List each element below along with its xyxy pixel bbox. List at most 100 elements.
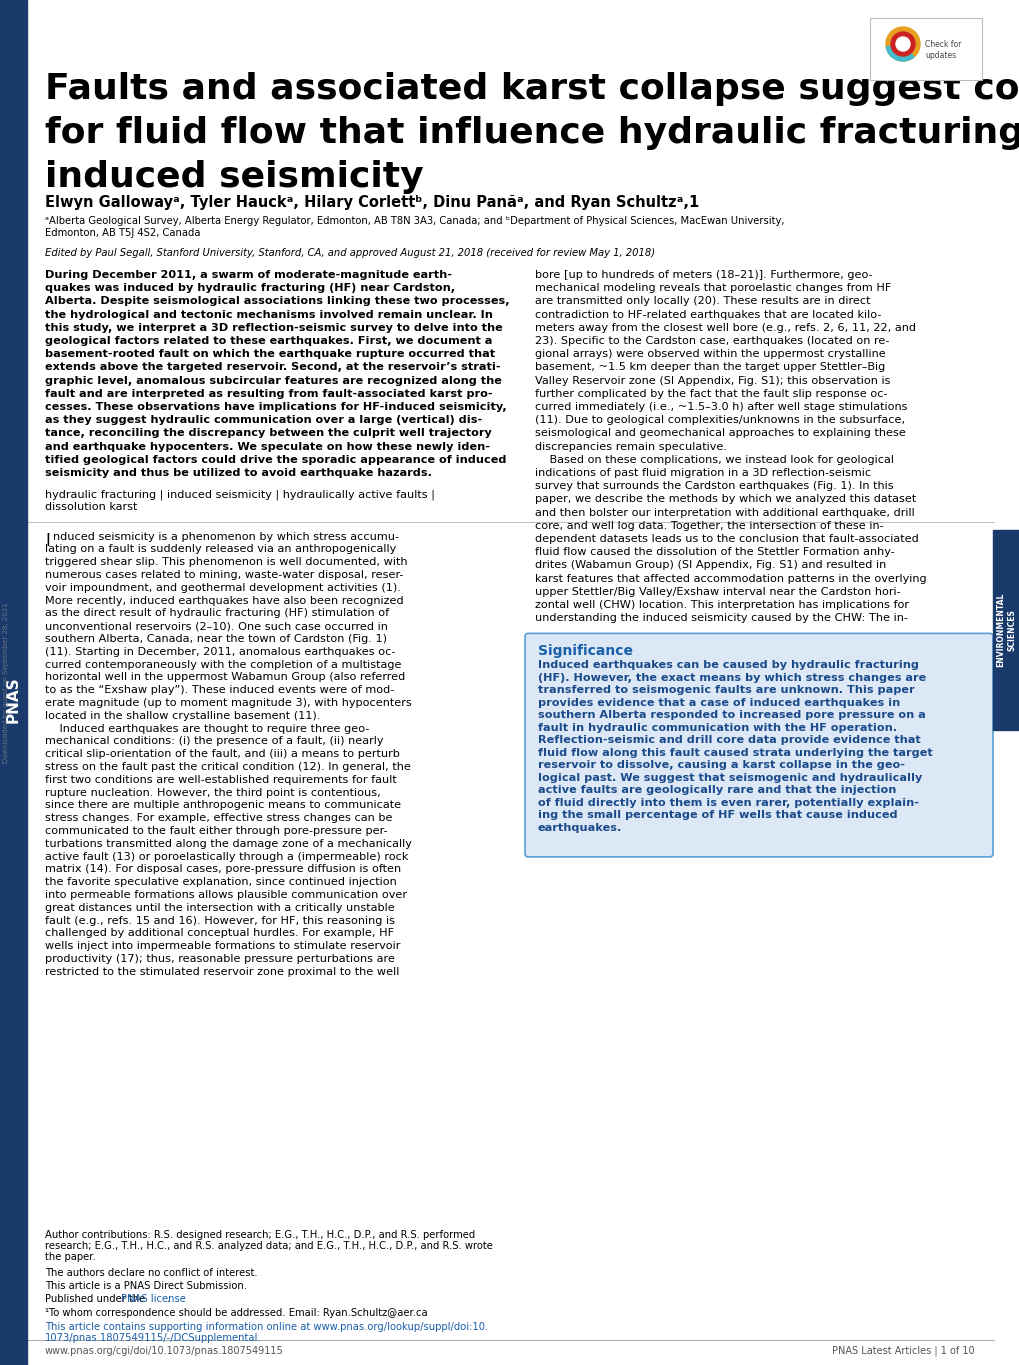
Text: (11). Due to geological complexities/unknowns in the subsurface,: (11). Due to geological complexities/unk… xyxy=(535,415,904,426)
Text: ENVIRONMENTAL
SCIENCES: ENVIRONMENTAL SCIENCES xyxy=(995,592,1015,667)
Text: Reflection-seismic and drill core data provide evidence that: Reflection-seismic and drill core data p… xyxy=(537,736,920,745)
Text: southern Alberta, Canada, near the town of Cardston (Fig. 1): southern Alberta, Canada, near the town … xyxy=(45,633,386,644)
Text: tified geological factors could drive the sporadic appearance of induced: tified geological factors could drive th… xyxy=(45,455,506,465)
Text: first two conditions are well-established requirements for fault: first two conditions are well-establishe… xyxy=(45,775,396,785)
Text: erate magnitude (up to moment magnitude 3), with hypocenters: erate magnitude (up to moment magnitude … xyxy=(45,698,412,708)
Text: Induced earthquakes can be caused by hydraulic fracturing: Induced earthquakes can be caused by hyd… xyxy=(537,661,918,670)
Text: During December 2011, a swarm of moderate-magnitude earth-: During December 2011, a swarm of moderat… xyxy=(45,270,451,280)
Text: Published under the: Published under the xyxy=(45,1294,149,1304)
Text: karst features that affected accommodation patterns in the overlying: karst features that affected accommodati… xyxy=(535,573,925,584)
Text: PNAS: PNAS xyxy=(6,677,21,723)
Text: fault and are interpreted as resulting from fault-associated karst pro-: fault and are interpreted as resulting f… xyxy=(45,389,492,399)
Text: ing the small percentage of HF wells that cause induced: ing the small percentage of HF wells tha… xyxy=(537,811,897,820)
FancyBboxPatch shape xyxy=(525,633,993,857)
Text: active faults are geologically rare and that the injection: active faults are geologically rare and … xyxy=(537,785,896,796)
Text: curred contemporaneously with the completion of a multistage: curred contemporaneously with the comple… xyxy=(45,659,401,670)
Text: upper Stettler/Big Valley/Exshaw interval near the Cardston hori-: upper Stettler/Big Valley/Exshaw interva… xyxy=(535,587,900,597)
Text: (HF). However, the exact means by which stress changes are: (HF). However, the exact means by which … xyxy=(537,673,925,682)
Text: of fluid directly into them is even rarer, potentially explain-: of fluid directly into them is even rare… xyxy=(537,799,918,808)
Text: gional arrays) were observed within the uppermost crystalline: gional arrays) were observed within the … xyxy=(535,349,884,359)
Text: numerous cases related to mining, waste-water disposal, reser-: numerous cases related to mining, waste-… xyxy=(45,571,403,580)
Text: challenged by additional conceptual hurdles. For example, HF: challenged by additional conceptual hurd… xyxy=(45,928,393,938)
Text: discrepancies remain speculative.: discrepancies remain speculative. xyxy=(535,442,727,452)
Text: seismological and geomechanical approaches to explaining these: seismological and geomechanical approach… xyxy=(535,429,905,438)
Text: This article contains supporting information online at www.pnas.org/lookup/suppl: This article contains supporting informa… xyxy=(45,1321,488,1332)
Text: fluid flow along this fault caused strata underlying the target: fluid flow along this fault caused strat… xyxy=(537,748,931,758)
Bar xyxy=(993,530,1019,730)
Text: and earthquake hypocenters. We speculate on how these newly iden-: and earthquake hypocenters. We speculate… xyxy=(45,442,489,452)
Text: the paper.: the paper. xyxy=(45,1252,96,1263)
Bar xyxy=(869,18,981,81)
Text: understanding the induced seismicity caused by the CHW: The in-: understanding the induced seismicity cau… xyxy=(535,613,907,624)
Text: 1073/pnas.1807549115/-/DCSupplemental.: 1073/pnas.1807549115/-/DCSupplemental. xyxy=(45,1334,261,1343)
Text: as the direct result of hydraulic fracturing (HF) stimulation of: as the direct result of hydraulic fractu… xyxy=(45,609,388,618)
Text: fault (e.g., refs. 15 and 16). However, for HF, this reasoning is: fault (e.g., refs. 15 and 16). However, … xyxy=(45,916,394,925)
Text: into permeable formations allows plausible communication over: into permeable formations allows plausib… xyxy=(45,890,407,900)
Text: Significance: Significance xyxy=(537,644,633,658)
Text: ¹To whom correspondence should be addressed. Email: Ryan.Schultz@aer.ca: ¹To whom correspondence should be addres… xyxy=(45,1308,427,1319)
Text: the hydrological and tectonic mechanisms involved remain unclear. In: the hydrological and tectonic mechanisms… xyxy=(45,310,492,319)
Text: bore [up to hundreds of meters (18–21)]. Furthermore, geo-: bore [up to hundreds of meters (18–21)].… xyxy=(535,270,872,280)
Text: for fluid flow that influence hydraulic fracturing-: for fluid flow that influence hydraulic … xyxy=(45,116,1019,150)
Text: as they suggest hydraulic communication over a large (vertical) dis-: as they suggest hydraulic communication … xyxy=(45,415,482,426)
Text: Valley Reservoir zone (SI Appendix, Fig. S1); this observation is: Valley Reservoir zone (SI Appendix, Fig.… xyxy=(535,375,890,385)
Text: This article is a PNAS Direct Submission.: This article is a PNAS Direct Submission… xyxy=(45,1280,247,1291)
Text: rupture nucleation. However, the third point is contentious,: rupture nucleation. However, the third p… xyxy=(45,788,380,797)
Text: mechanical conditions: (i) the presence of a fault, (ii) nearly: mechanical conditions: (i) the presence … xyxy=(45,736,383,747)
Text: southern Alberta responded to increased pore pressure on a: southern Alberta responded to increased … xyxy=(537,710,925,721)
Text: transferred to seismogenic faults are unknown. This paper: transferred to seismogenic faults are un… xyxy=(537,685,914,695)
Text: earthquakes.: earthquakes. xyxy=(537,823,622,833)
Text: quakes was induced by hydraulic fracturing (HF) near Cardston,: quakes was induced by hydraulic fracturi… xyxy=(45,283,454,293)
Text: Faults and associated karst collapse suggest conduits: Faults and associated karst collapse sug… xyxy=(45,72,1019,106)
Text: turbations transmitted along the damage zone of a mechanically: turbations transmitted along the damage … xyxy=(45,839,412,849)
Text: More recently, induced earthquakes have also been recognized: More recently, induced earthquakes have … xyxy=(45,595,404,606)
Text: core, and well log data. Together, the intersection of these in-: core, and well log data. Together, the i… xyxy=(535,521,882,531)
Text: nduced seismicity is a phenomenon by which stress accumu-: nduced seismicity is a phenomenon by whi… xyxy=(53,531,398,542)
Text: tance, reconciling the discrepancy between the culprit well trajectory: tance, reconciling the discrepancy betwe… xyxy=(45,429,491,438)
Text: matrix (14). For disposal cases, pore-pressure diffusion is often: matrix (14). For disposal cases, pore-pr… xyxy=(45,864,400,875)
Text: cesses. These observations have implications for HF-induced seismicity,: cesses. These observations have implicat… xyxy=(45,403,506,412)
Wedge shape xyxy=(886,44,913,61)
Text: contradiction to HF-related earthquakes that are located kilo-: contradiction to HF-related earthquakes … xyxy=(535,310,880,319)
Text: The authors declare no conflict of interest.: The authors declare no conflict of inter… xyxy=(45,1268,258,1278)
Text: mechanical modeling reveals that poroelastic changes from HF: mechanical modeling reveals that poroela… xyxy=(535,283,891,293)
Text: provides evidence that a case of induced earthquakes in: provides evidence that a case of induced… xyxy=(537,698,900,708)
Text: Induced earthquakes are thought to require three geo-: Induced earthquakes are thought to requi… xyxy=(45,723,369,733)
Text: zontal well (CHW) location. This interpretation has implications for: zontal well (CHW) location. This interpr… xyxy=(535,601,908,610)
Text: Downloaded by guest on September 28, 2021: Downloaded by guest on September 28, 202… xyxy=(3,603,9,763)
Text: lating on a fault is suddenly released via an anthropogenically: lating on a fault is suddenly released v… xyxy=(45,545,395,554)
Text: wells inject into impermeable formations to stimulate reservoir: wells inject into impermeable formations… xyxy=(45,942,400,951)
Text: this study, we interpret a 3D reflection-seismic survey to delve into the: this study, we interpret a 3D reflection… xyxy=(45,322,502,333)
Text: horizontal well in the uppermost Wabamun Group (also referred: horizontal well in the uppermost Wabamun… xyxy=(45,673,405,682)
Text: fault in hydraulic communication with the HF operation.: fault in hydraulic communication with th… xyxy=(537,723,897,733)
Text: active fault (13) or poroelastically through a (impermeable) rock: active fault (13) or poroelastically thr… xyxy=(45,852,408,861)
Text: basement-rooted fault on which the earthquake rupture occurred that: basement-rooted fault on which the earth… xyxy=(45,349,494,359)
Text: Elwyn Gallowayᵃ, Tyler Hauckᵃ, Hilary Corlettᵇ, Dinu Panăᵃ, and Ryan Schultzᵃ,1: Elwyn Gallowayᵃ, Tyler Hauckᵃ, Hilary Co… xyxy=(45,195,699,210)
Text: Edmonton, AB T5J 4S2, Canada: Edmonton, AB T5J 4S2, Canada xyxy=(45,228,201,238)
Text: (11). Starting in December, 2011, anomalous earthquakes oc-: (11). Starting in December, 2011, anomal… xyxy=(45,647,395,657)
Text: 23). Specific to the Cardston case, earthquakes (located on re-: 23). Specific to the Cardston case, eart… xyxy=(535,336,889,345)
Text: Alberta. Despite seismological associations linking these two processes,: Alberta. Despite seismological associati… xyxy=(45,296,510,306)
Text: graphic level, anomalous subcircular features are recognized along the: graphic level, anomalous subcircular fea… xyxy=(45,375,501,385)
Circle shape xyxy=(895,37,909,51)
Text: Based on these complications, we instead look for geological: Based on these complications, we instead… xyxy=(535,455,893,465)
Text: further complicated by the fact that the fault slip response oc-: further complicated by the fact that the… xyxy=(535,389,887,399)
Text: stress on the fault past the critical condition (12). In general, the: stress on the fault past the critical co… xyxy=(45,762,411,773)
Text: reservoir to dissolve, causing a karst collapse in the geo-: reservoir to dissolve, causing a karst c… xyxy=(537,760,904,770)
Text: unconventional reservoirs (2–10). One such case occurred in: unconventional reservoirs (2–10). One su… xyxy=(45,621,387,631)
Text: basement, ~1.5 km deeper than the target upper Stettler–Big: basement, ~1.5 km deeper than the target… xyxy=(535,362,884,373)
Text: productivity (17); thus, reasonable pressure perturbations are: productivity (17); thus, reasonable pres… xyxy=(45,954,394,964)
Text: the favorite speculative explanation, since continued injection: the favorite speculative explanation, si… xyxy=(45,878,396,887)
Text: .: . xyxy=(166,1294,170,1304)
Text: are transmitted only locally (20). These results are in direct: are transmitted only locally (20). These… xyxy=(535,296,869,306)
Text: www.pnas.org/cgi/doi/10.1073/pnas.1807549115: www.pnas.org/cgi/doi/10.1073/pnas.180754… xyxy=(45,1346,283,1355)
Text: and then bolster our interpretation with additional earthquake, drill: and then bolster our interpretation with… xyxy=(535,508,914,517)
Text: PNAS license: PNAS license xyxy=(121,1294,185,1304)
Text: extends above the targeted reservoir. Second, at the reservoir’s strati-: extends above the targeted reservoir. Se… xyxy=(45,362,500,373)
Text: great distances until the intersection with a critically unstable: great distances until the intersection w… xyxy=(45,902,394,913)
Text: triggered shear slip. This phenomenon is well documented, with: triggered shear slip. This phenomenon is… xyxy=(45,557,408,568)
Text: stress changes. For example, effective stress changes can be: stress changes. For example, effective s… xyxy=(45,814,392,823)
Text: survey that surrounds the Cardston earthquakes (Fig. 1). In this: survey that surrounds the Cardston earth… xyxy=(535,482,893,491)
Text: seismicity and thus be utilized to avoid earthquake hazards.: seismicity and thus be utilized to avoid… xyxy=(45,468,432,478)
Text: meters away from the closest well bore (e.g., refs. 2, 6, 11, 22, and: meters away from the closest well bore (… xyxy=(535,322,915,333)
